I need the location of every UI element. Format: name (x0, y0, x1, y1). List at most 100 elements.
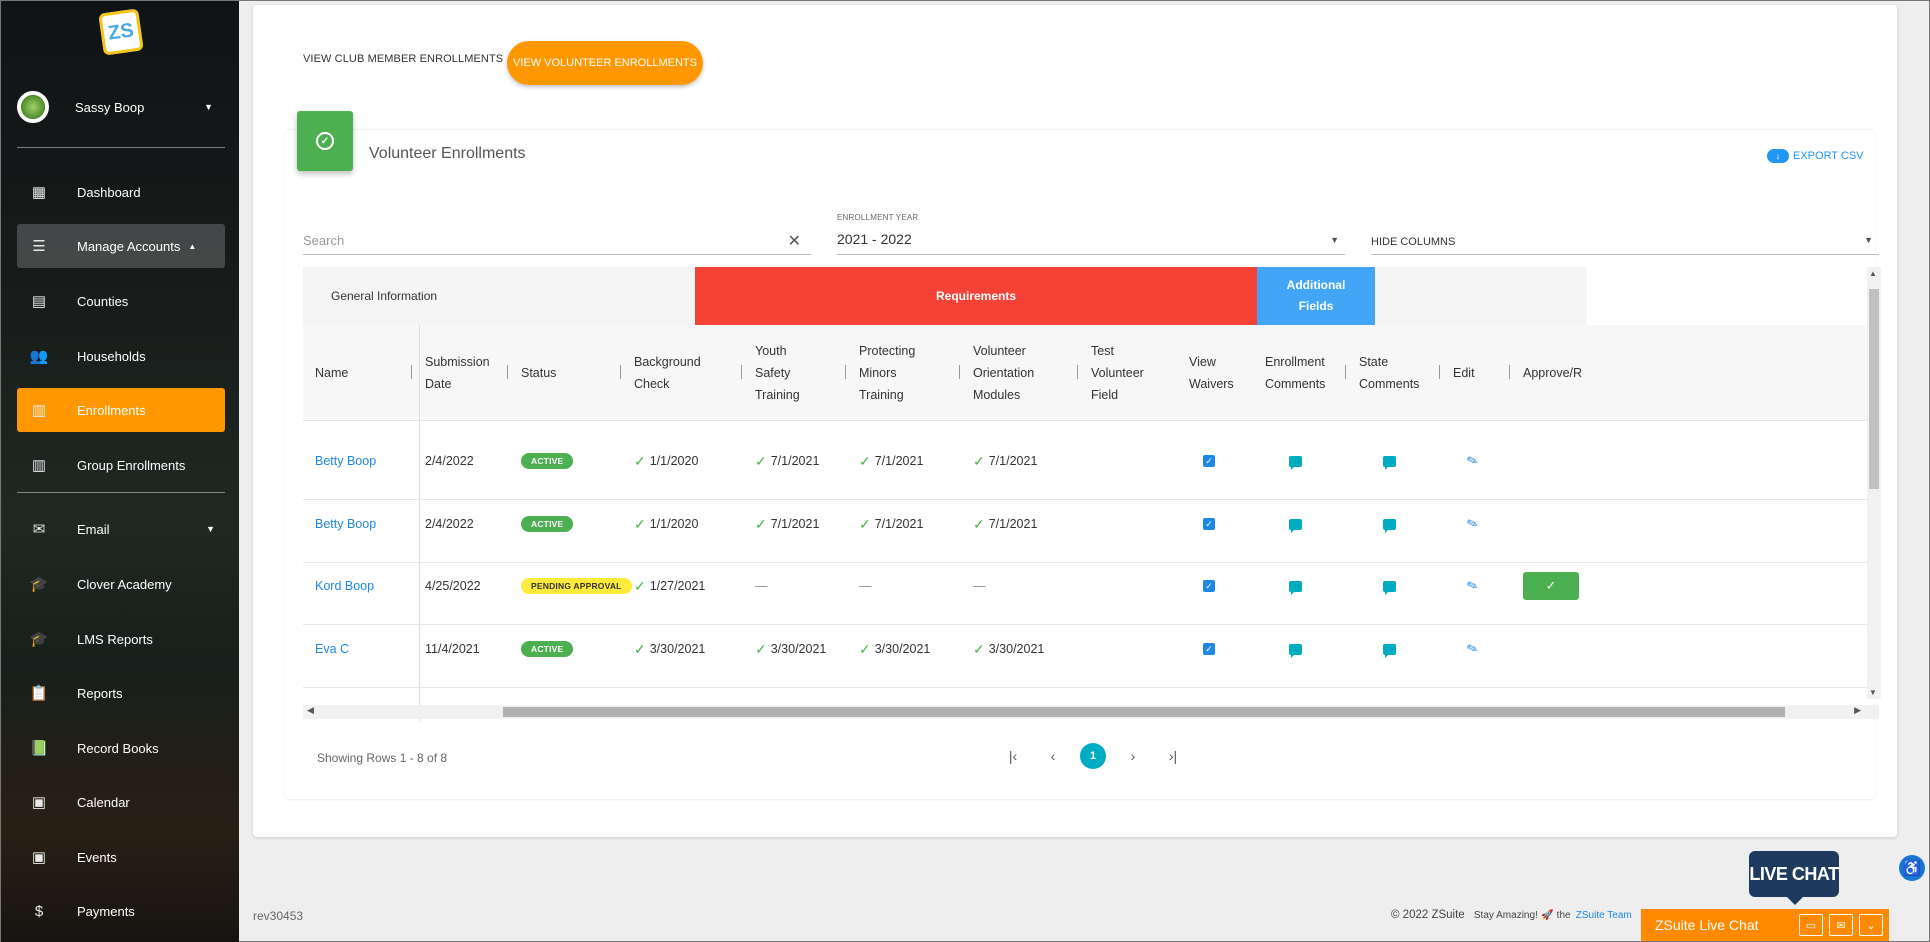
caret-down-icon: ▼ (206, 524, 215, 534)
tab-club-member-enrollments[interactable]: VIEW CLUB MEMBER ENROLLMENTS (303, 53, 504, 65)
col-youth-safety[interactable]: Youth Safety Training (741, 325, 825, 421)
sidebar-item-enrollments[interactable]: ▥ Enrollments (17, 388, 225, 432)
page-current[interactable]: 1 (1073, 741, 1113, 771)
hide-columns-select[interactable]: HIDE COLUMNS ▼ (1371, 227, 1879, 255)
sidebar-item-reports[interactable]: 📋 Reports (17, 671, 225, 715)
sidebar-item-label: Reports (77, 685, 123, 701)
enrollment-comment-icon[interactable] (1289, 643, 1302, 658)
accessibility-icon[interactable]: ♿ (1899, 855, 1925, 881)
state-comment-icon[interactable] (1383, 518, 1396, 533)
sidebar-item-manage-accounts[interactable]: ☰ Manage Accounts ▲ (17, 224, 225, 268)
tab-volunteer-enrollments[interactable]: VIEW VOLUNTEER ENROLLMENTS (507, 41, 703, 85)
sidebar-item-clover-academy[interactable]: 🎓 Clover Academy (17, 562, 225, 606)
youth-date: 3/30/2021 (770, 642, 827, 656)
enrollment-year-label: ENROLLMENT YEAR (837, 213, 919, 222)
member-name-link[interactable]: Eva C (315, 642, 350, 656)
edit-pencil-icon[interactable]: ✎ (1464, 639, 1480, 658)
live-chat-badge[interactable]: LIVE CHAT (1749, 851, 1839, 905)
vertical-scrollbar[interactable]: ▲ ▼ (1867, 267, 1881, 699)
col-orientation[interactable]: Volunteer Orientation Modules (959, 325, 1053, 421)
member-name-link[interactable]: Betty Boop (315, 517, 377, 531)
col-background-check[interactable]: Background Check (620, 325, 714, 421)
state-comment-icon[interactable] (1383, 580, 1396, 595)
view-waivers-icon[interactable]: ✓ (1203, 518, 1215, 530)
sidebar-item-payments[interactable]: $ Payments (17, 889, 225, 933)
scroll-down-icon[interactable]: ▼ (1869, 688, 1877, 697)
sidebar-item-group-enrollments[interactable]: ▥ Group Enrollments (17, 443, 225, 487)
scroll-thumb[interactable] (503, 707, 1785, 717)
enrollment-comment-icon[interactable] (1289, 455, 1302, 470)
col-edit[interactable]: Edit (1439, 325, 1513, 421)
divider (17, 147, 225, 148)
edit-pencil-icon[interactable]: ✎ (1464, 451, 1480, 470)
graduation-cap-icon: 🎓 (29, 631, 49, 648)
scroll-up-icon[interactable]: ▲ (1869, 269, 1877, 278)
edit-pencil-icon[interactable]: ✎ (1464, 514, 1480, 533)
member-name-link[interactable]: Kord Boop (315, 579, 375, 593)
sidebar-item-events[interactable]: ▣ Events (17, 835, 225, 879)
zsuite-team-link[interactable]: ZSuite Team (1575, 910, 1632, 921)
col-approve[interactable]: Approve/R (1509, 325, 1603, 421)
col-protecting-minors[interactable]: Protecting Minors Training (845, 325, 939, 421)
approve-button[interactable]: ✓ (1523, 572, 1579, 600)
last-page-icon[interactable]: ›| (1168, 748, 1178, 764)
col-minors-label: Protecting Minors Training (859, 344, 916, 402)
sidebar-item-households[interactable]: 👥 Households (17, 334, 225, 378)
minors-date: — (859, 579, 872, 593)
scroll-thumb[interactable] (1869, 289, 1879, 489)
col-submission-date[interactable]: Submission Date (411, 325, 505, 421)
search-input[interactable] (303, 227, 763, 253)
enrollments-table: General Information Requirements Additio… (303, 267, 1879, 721)
sidebar-item-label: Record Books (77, 740, 159, 756)
people-icon: 👥 (29, 348, 49, 365)
copyright-text: © 2022 ZSuite (1391, 909, 1465, 921)
background-date: 1/1/2020 (649, 517, 699, 531)
live-chat-bar[interactable]: ZSuite Live Chat ▭ ✉ ⌄ (1641, 909, 1889, 941)
scroll-right-icon[interactable]: ▶ (1854, 705, 1861, 715)
clear-icon[interactable]: ✕ (787, 233, 801, 250)
col-edit-label: Edit (1453, 366, 1475, 380)
check-circle-icon: ✓ (316, 132, 334, 150)
sidebar-item-dashboard[interactable]: ▦ Dashboard (17, 170, 225, 214)
col-test-volunteer[interactable]: Test Volunteer Field (1077, 325, 1161, 421)
col-state-comments[interactable]: State Comments (1345, 325, 1439, 421)
sidebar-item-email[interactable]: ✉ Email ▼ (17, 507, 225, 551)
view-waivers-icon[interactable]: ✓ (1203, 643, 1215, 655)
group-blank (1375, 267, 1587, 325)
view-waivers-icon[interactable]: ✓ (1203, 580, 1215, 592)
col-orientation-label: Volunteer Orientation Modules (973, 344, 1035, 402)
state-comment-icon[interactable] (1383, 643, 1396, 658)
group-general-information: General Information (303, 267, 695, 325)
group-requirements: Requirements (695, 267, 1257, 325)
first-page-icon[interactable]: |‹ (1008, 748, 1018, 764)
caret-down-icon: ▼ (1330, 235, 1339, 245)
sidebar-item-lms-reports[interactable]: 🎓 LMS Reports (17, 617, 225, 661)
col-enrollment-comments[interactable]: Enrollment Comments (1265, 325, 1345, 421)
col-name[interactable]: Name (315, 325, 405, 421)
edit-pencil-icon[interactable]: ✎ (1464, 576, 1480, 595)
state-comment-icon[interactable] (1383, 455, 1396, 470)
chat-bubble-icon[interactable]: ▭ (1799, 914, 1823, 936)
sidebar-item-counties[interactable]: ▤ Counties (17, 279, 225, 323)
enrollment-year-select[interactable]: 2021 - 2022 ▼ (837, 227, 1345, 255)
export-csv-button[interactable]: ↓ EXPORT CSV (1767, 149, 1864, 163)
prev-page-icon[interactable]: ‹ (1050, 748, 1056, 764)
chevron-down-icon[interactable]: ⌄ (1859, 914, 1883, 936)
sidebar-item-calendar[interactable]: ▣ Calendar (17, 780, 225, 824)
event-icon: ▣ (31, 849, 47, 866)
next-page-icon[interactable]: › (1130, 748, 1136, 764)
mail-icon[interactable]: ✉ (1829, 914, 1853, 936)
zsuite-logo[interactable]: ZS (98, 8, 144, 56)
sidebar-item-record-books[interactable]: 📗 Record Books (17, 726, 225, 770)
horizontal-scrollbar[interactable]: ◀ ▶ (303, 705, 1879, 719)
col-youth-label: Youth Safety Training (755, 344, 800, 402)
view-waivers-icon[interactable]: ✓ (1203, 455, 1215, 467)
enrollment-comment-icon[interactable] (1289, 518, 1302, 533)
col-status[interactable]: Status (507, 325, 611, 421)
col-view-waivers[interactable]: View Waivers (1189, 325, 1249, 421)
youth-date: 7/1/2021 (770, 517, 820, 531)
user-menu[interactable]: Sassy Boop ▼ (17, 89, 217, 125)
enrollment-comment-icon[interactable] (1289, 580, 1302, 595)
scroll-left-icon[interactable]: ◀ (307, 705, 314, 715)
member-name-link[interactable]: Betty Boop (315, 454, 377, 468)
